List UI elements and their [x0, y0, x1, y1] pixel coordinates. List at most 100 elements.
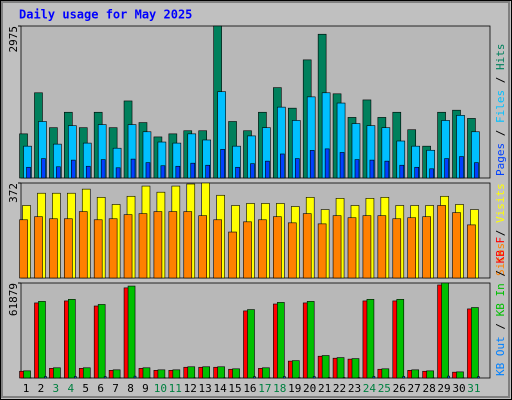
bar	[130, 158, 136, 179]
bar	[19, 219, 28, 279]
bar	[402, 376, 406, 379]
bar	[38, 301, 46, 379]
y-tick-label: 61879	[7, 283, 20, 316]
chart-title: Daily usage for May 2025	[19, 8, 192, 22]
bar	[336, 357, 345, 379]
bar	[213, 219, 222, 279]
bar	[243, 221, 252, 279]
x-tick-label: 8	[127, 382, 134, 395]
bar	[127, 285, 136, 379]
bar	[198, 215, 207, 279]
bar	[187, 366, 196, 379]
bar	[287, 222, 297, 279]
bar	[366, 299, 375, 379]
bar	[444, 158, 449, 179]
x-tick-label: 6	[97, 382, 104, 395]
bar	[160, 165, 166, 179]
x-tick-label: 22	[333, 382, 346, 395]
x-tick-label: 24	[363, 382, 377, 395]
x-tick-label: 21	[318, 382, 331, 395]
bar	[372, 376, 376, 379]
bar	[347, 217, 357, 279]
legend-separator: /	[494, 123, 507, 143]
x-tick-label: 4	[67, 382, 74, 395]
bar	[291, 360, 300, 379]
bar	[452, 212, 461, 279]
x-tick-label: 2	[38, 382, 45, 395]
x-tick-label: 10	[154, 382, 167, 395]
bar	[190, 162, 196, 179]
bar	[312, 376, 316, 379]
bar	[407, 217, 417, 279]
bar	[97, 304, 106, 379]
bar	[384, 160, 390, 179]
legend-entry: Sites	[494, 243, 507, 276]
bar	[64, 218, 73, 279]
legend-separator: /	[494, 316, 507, 336]
legend-entry: KB In	[494, 283, 507, 316]
legend-entry: Hits	[494, 44, 507, 71]
bar	[369, 159, 375, 179]
x-tick-label: 19	[288, 382, 301, 395]
x-tick-label: 29	[437, 382, 450, 395]
bar	[138, 213, 148, 279]
bar	[133, 375, 137, 379]
x-tick-label: 20	[303, 382, 316, 395]
x-tick-label: 14	[213, 382, 227, 395]
bar	[362, 215, 372, 279]
bar	[205, 164, 210, 179]
bar	[429, 168, 434, 179]
bar	[228, 231, 237, 279]
bar	[53, 367, 61, 379]
bar	[414, 166, 420, 179]
bar	[26, 166, 31, 179]
x-tick-label: 13	[199, 382, 212, 395]
bar	[68, 299, 76, 379]
bar	[471, 307, 479, 379]
bar	[324, 148, 330, 179]
bar	[74, 376, 77, 379]
x-tick-label: 9	[142, 382, 149, 395]
legend: Pages / Files / Hits	[494, 44, 507, 177]
bar	[351, 358, 360, 379]
bar	[477, 376, 480, 379]
legend-entry: KB F	[494, 237, 507, 264]
bar	[253, 376, 256, 379]
bar	[332, 215, 342, 279]
legend-entry: Visits	[494, 183, 507, 223]
bar	[142, 367, 151, 379]
bar	[247, 309, 255, 379]
bar	[108, 218, 118, 279]
bar	[56, 166, 61, 179]
bar	[232, 368, 240, 379]
plot-area	[20, 182, 491, 279]
bar	[23, 370, 31, 379]
bar	[78, 211, 88, 279]
bar	[381, 368, 390, 379]
plot-area	[20, 282, 491, 379]
bar	[235, 166, 240, 179]
x-tick-label: 15	[228, 382, 241, 395]
x-tick-label: 7	[112, 382, 119, 395]
bar	[202, 366, 210, 379]
bar	[71, 159, 76, 179]
x-tick-label: 1	[23, 382, 30, 395]
x-tick-label: 17	[258, 382, 271, 395]
bar	[172, 369, 181, 379]
bar	[157, 369, 166, 379]
legend-separator: /	[494, 223, 507, 243]
bar	[392, 218, 402, 279]
bar	[426, 370, 434, 379]
x-tick-label: 27	[408, 382, 421, 395]
bar	[93, 219, 103, 279]
x-tick-label: 16	[243, 382, 256, 395]
x-tick-label: 28	[422, 382, 435, 395]
bar	[183, 211, 193, 279]
bar	[280, 153, 285, 179]
bar	[354, 159, 360, 179]
bar	[115, 167, 121, 179]
bar	[309, 150, 315, 179]
bar	[85, 165, 91, 179]
y-tick-label: 2975	[7, 26, 20, 53]
